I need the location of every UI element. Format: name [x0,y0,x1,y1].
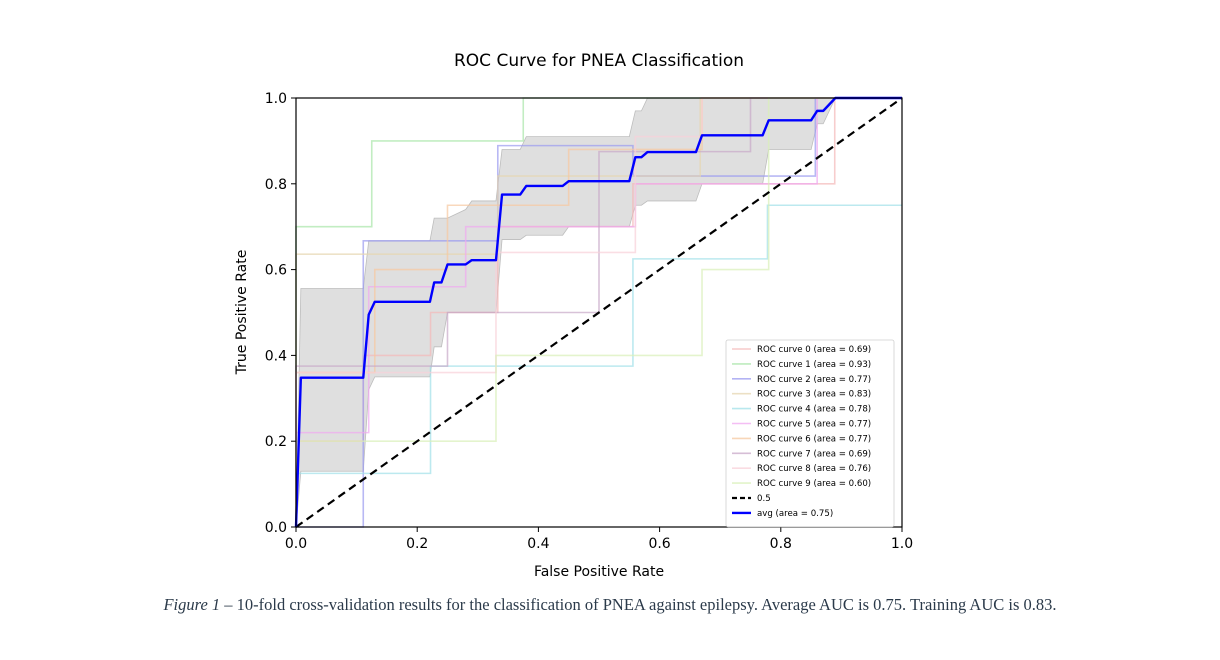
roc-curve-fold-4 [295,204,902,527]
x-tick-label: 0.6 [648,536,670,552]
y-tick-label: 0.8 [265,177,287,193]
legend-entry-label: ROC curve 3 (area = 0.83) [757,390,871,400]
x-tick-label: 0.4 [527,536,549,552]
y-tick-label: 0.4 [265,348,287,364]
legend-entry-label: ROC curve 8 (area = 0.76) [757,464,871,474]
y-axis-label: True Positive Rate [234,250,250,376]
caption-text: 10-fold cross-validation results for the… [236,595,1057,614]
legend-entry-label: ROC curve 4 (area = 0.78) [757,405,871,415]
legend-entry-label: ROC curve 0 (area = 0.69) [757,345,871,355]
roc-chart: ROC Curve for PNEA Classification 0.0 0.2… [234,51,913,580]
caption-dash: – [220,595,237,614]
axes-frame [295,97,903,528]
x-axis-label: False Positive Rate [534,564,664,580]
legend-entry-label: ROC curve 7 (area = 0.69) [757,449,871,459]
x-tick-label: 0.8 [770,536,792,552]
legend-entry-label: ROC curve 5 (area = 0.77) [757,420,871,430]
chart-title: ROC Curve for PNEA Classification [454,51,744,71]
y-tick-label: 1.0 [265,91,287,107]
legend-entry-label: avg (area = 0.75) [757,509,833,519]
legend-entry-label: ROC curve 2 (area = 0.77) [757,375,871,385]
figure-label: Figure 1 [163,595,221,614]
roc-curve-fold-9 [295,97,902,527]
legend-entry-label: ROC curve 6 (area = 0.77) [757,434,871,444]
y-tick-label: 0.6 [265,263,287,279]
chance-line [295,97,903,528]
y-tick-label: 0.0 [265,520,287,536]
x-tick-label: 1.0 [891,536,913,552]
legend-entry-label: 0.5 [757,494,771,504]
x-tick-label: 0.0 [285,536,307,552]
legend: ROC curve 0 (area = 0.69) ROC curve 1 (ar… [725,339,895,528]
legend-entry-label: ROC curve 1 (area = 0.93) [757,360,871,370]
roc-curve-fold-5 [295,97,902,527]
legend-box [725,339,895,528]
axis-ticks: 0.0 0.2 0.4 0.6 0.8 1.0 0.0 0.2 0.4 0.6 0.8 1.0 [265,91,913,552]
roc-curve-fold-2 [296,97,902,528]
avg-roc-curve [294,96,902,528]
x-tick-label: 0.2 [406,536,428,552]
figure-caption: Figure 1 – 10-fold cross-validation resu… [40,594,1180,616]
legend-entry-label: ROC curve 9 (area = 0.60) [757,479,871,489]
y-tick-label: 0.2 [265,434,287,450]
